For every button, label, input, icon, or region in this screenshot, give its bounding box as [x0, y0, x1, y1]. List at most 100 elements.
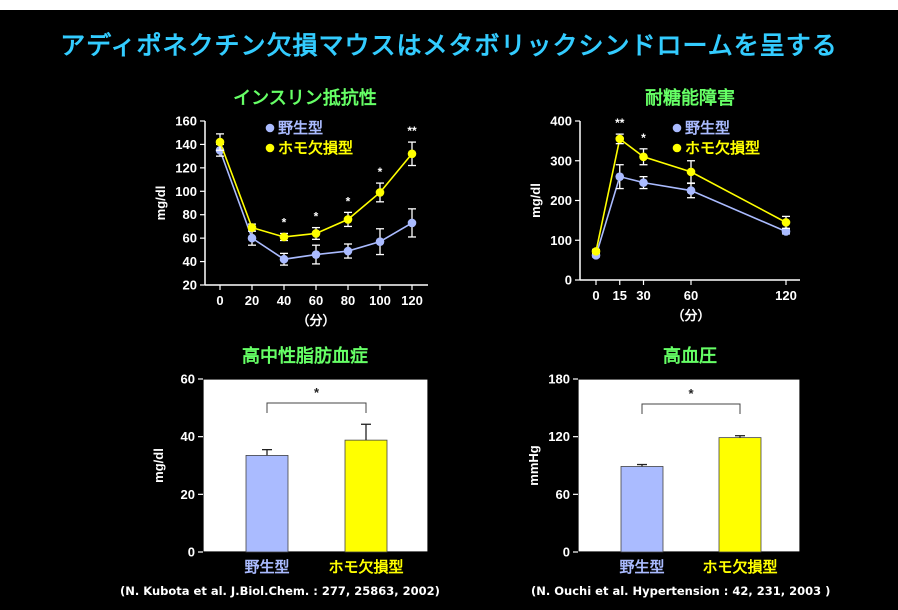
page-title: アディポネクチン欠損マウスはメタボリックシンドロームを呈する: [60, 31, 838, 60]
x-tick-label: 30: [636, 288, 650, 303]
x-tick-label: 40: [277, 293, 291, 308]
category-label: 野生型: [619, 558, 664, 576]
x-tick-label: 60: [684, 288, 698, 303]
legend-label: ホモ欠損型: [278, 139, 353, 157]
legend-label: 野生型: [685, 119, 730, 137]
citation-left: (N. Kubota et al. J.Biol.Chem. : 277, 25…: [120, 584, 440, 598]
data-point: [375, 237, 385, 246]
significance-marker: *: [688, 386, 694, 401]
y-tick-label: 20: [183, 278, 197, 293]
category-label: 野生型: [244, 558, 289, 576]
x-tick-label: 120: [401, 293, 423, 308]
y-tick-label: 0: [565, 273, 572, 288]
x-tick-label: 20: [245, 293, 259, 308]
data-point: [279, 254, 289, 264]
y-tick-label: 60: [556, 487, 570, 502]
legend-marker: [672, 123, 682, 133]
y-axis-label: mg/dl: [151, 448, 166, 483]
plot-area: [202, 378, 429, 553]
chart-3-title: 高中性脂肪血症: [242, 346, 368, 367]
legend-label: 野生型: [278, 119, 323, 137]
data-point: [639, 152, 648, 162]
y-axis-label: mmHg: [526, 445, 541, 486]
y-tick-label: 180: [548, 372, 570, 387]
y-tick-label: 40: [183, 254, 197, 269]
y-tick-label: 0: [563, 545, 570, 560]
legend-marker: [672, 143, 682, 153]
bar: [344, 439, 388, 553]
x-tick-label: 80: [341, 293, 355, 308]
data-point: [311, 229, 321, 238]
significance-marker: *: [378, 165, 383, 179]
significance-marker: **: [407, 124, 417, 138]
bar: [245, 455, 289, 553]
data-point: [279, 232, 289, 242]
significance-marker: *: [641, 131, 646, 145]
significance-marker: **: [615, 116, 625, 130]
legend-marker: [265, 123, 275, 133]
category-label: ホモ欠損型: [702, 558, 777, 576]
y-tick-label: 0: [188, 545, 195, 560]
significance-marker: *: [346, 194, 351, 208]
y-tick-label: 80: [183, 207, 197, 222]
bar: [718, 437, 762, 553]
data-point: [247, 223, 257, 232]
data-point: [781, 218, 791, 227]
y-axis-label: mg/dl: [153, 186, 168, 221]
data-point: [639, 178, 648, 187]
data-point: [215, 137, 225, 147]
data-point: [615, 134, 625, 144]
chart-4-title: 高血圧: [663, 346, 717, 367]
bar: [620, 466, 664, 553]
chart-1-title: インスリン抵抗性: [233, 88, 377, 109]
x-tick-label: 0: [216, 293, 223, 308]
data-point: [615, 172, 625, 181]
x-tick-label: 60: [309, 293, 323, 308]
chart-2-title: 耐糖能障害: [645, 88, 735, 109]
data-point: [343, 246, 353, 256]
data-point: [407, 149, 417, 159]
x-axis-label: （分）: [671, 308, 710, 323]
y-tick-label: 100: [175, 184, 197, 199]
plot-area: [577, 378, 801, 553]
y-tick-label: 200: [550, 193, 572, 208]
significance-bracket: [641, 403, 741, 414]
y-tick-label: 60: [183, 231, 197, 246]
legend-marker: [265, 143, 275, 153]
y-tick-label: 20: [181, 487, 195, 502]
y-tick-label: 60: [181, 372, 195, 387]
significance-bracket: [266, 402, 367, 413]
significance-marker: *: [282, 215, 287, 229]
data-point: [311, 250, 321, 259]
x-tick-label: 0: [592, 288, 599, 303]
x-tick-label: 100: [369, 293, 391, 308]
y-tick-label: 100: [550, 233, 572, 248]
y-tick-label: 40: [181, 429, 195, 444]
data-point: [247, 233, 257, 243]
x-tick-label: 15: [613, 288, 627, 303]
significance-marker: *: [314, 385, 320, 400]
y-tick-label: 120: [175, 160, 197, 175]
y-tick-label: 120: [548, 429, 570, 444]
data-point: [343, 215, 353, 224]
data-point: [375, 188, 385, 197]
citation-right: (N. Ouchi et al. Hypertension : 42, 231,…: [531, 584, 831, 598]
x-tick-label: 120: [775, 288, 797, 303]
significance-marker: *: [314, 210, 319, 224]
y-tick-label: 300: [550, 153, 572, 168]
data-point: [407, 218, 417, 228]
legend-label: ホモ欠損型: [685, 139, 760, 157]
y-tick-label: 140: [175, 137, 197, 152]
data-point: [781, 227, 791, 236]
x-axis-label: （分）: [296, 313, 335, 328]
y-tick-label: 400: [550, 114, 572, 129]
y-axis-label: mg/dl: [528, 183, 543, 218]
data-point: [686, 167, 696, 177]
data-point: [591, 247, 601, 256]
data-point: [686, 186, 696, 195]
category-label: ホモ欠損型: [328, 558, 403, 576]
